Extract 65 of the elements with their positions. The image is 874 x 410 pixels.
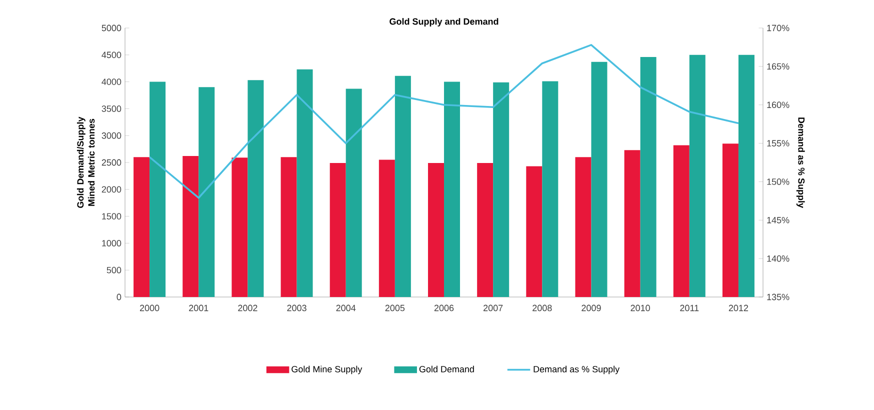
bar (575, 157, 592, 297)
bar (477, 163, 494, 297)
y2-tick-label: 160% (767, 102, 790, 108)
y2-tick-label: 155% (767, 140, 790, 146)
x-tick-label: 2007 (484, 304, 503, 312)
bar (738, 54, 754, 297)
y-tick-label: 3000 (102, 132, 122, 139)
y-axis-title: Gold Demand/Supply Mined Metric tonnes (76, 116, 95, 208)
bar (134, 157, 150, 297)
bar (640, 57, 656, 297)
legend-label: Demand as % Supply (534, 366, 620, 374)
bar (296, 69, 313, 297)
bar (248, 80, 264, 297)
chart-title: Gold Supply and Demand (390, 18, 498, 26)
bar (673, 145, 690, 297)
legend-label: Gold Demand (419, 366, 474, 372)
x-tick-label: 2009 (582, 304, 601, 312)
bar (198, 87, 215, 297)
bar (150, 82, 166, 297)
y-tick-label: 500 (106, 266, 122, 274)
line-series (148, 44, 740, 199)
bar (182, 156, 199, 297)
y2-tick-label: 135% (767, 294, 790, 300)
y-tick-label: 4500 (102, 52, 122, 58)
y2-tick-label: 170% (767, 24, 790, 32)
x-tick-label: 2003 (287, 304, 306, 312)
x-tick-label: 2006 (434, 304, 454, 312)
legend-label: Gold Mine Supply (292, 366, 362, 374)
x-tick-label: 2004 (336, 304, 356, 312)
x-tick-label: 2001 (189, 304, 208, 312)
x-tick-label: 2010 (630, 304, 650, 312)
y2-tick-label: 145% (767, 216, 790, 224)
bar (591, 62, 608, 297)
y2-axis-title: Demand as % Supply (796, 118, 805, 208)
y2-tick-label: 150% (767, 178, 790, 185)
y-tick-label: 1500 (102, 213, 122, 220)
y-tick-label: 2000 (102, 186, 122, 193)
y-tick-label: 4000 (102, 78, 122, 85)
y2-tick-label: 165% (767, 63, 790, 70)
bar (689, 54, 706, 297)
bar (378, 160, 395, 297)
bar (722, 144, 738, 297)
x-tick-label: 2011 (680, 304, 699, 312)
bar (232, 158, 248, 297)
y-tick-label: 3500 (102, 106, 122, 112)
x-tick-label: 2008 (532, 304, 552, 312)
y-tick-label: 0 (116, 294, 122, 300)
bar (394, 76, 411, 297)
bar (526, 166, 542, 297)
y-tick-label: 5000 (102, 24, 122, 32)
x-tick-label: 2002 (238, 304, 258, 312)
bar (330, 163, 346, 297)
bar (280, 157, 297, 297)
bar (444, 82, 460, 297)
bar (346, 88, 362, 297)
x-tick-label: 2005 (385, 304, 405, 312)
bar (428, 163, 444, 297)
bar (493, 82, 510, 297)
y-tick-label: 1000 (102, 240, 122, 246)
bar (624, 150, 640, 297)
x-tick-label: 2012 (728, 304, 748, 312)
bar (542, 81, 558, 297)
y2-tick-label: 140% (767, 255, 790, 262)
y-tick-label: 2500 (102, 159, 122, 166)
x-tick-label: 2000 (140, 304, 160, 312)
